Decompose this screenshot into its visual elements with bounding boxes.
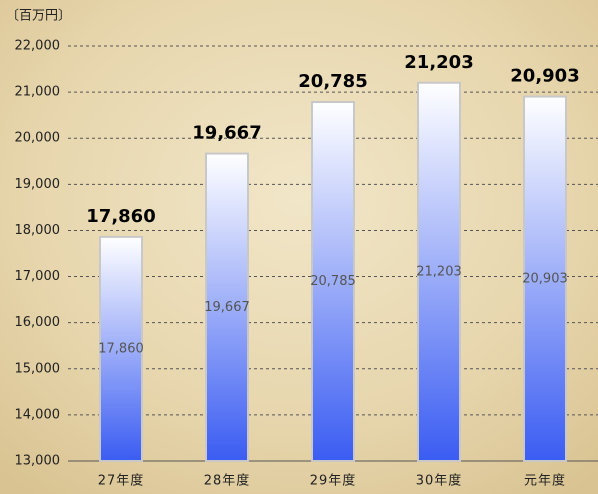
bar — [311, 101, 355, 463]
y-tick-label: 16,000 — [15, 315, 61, 330]
inner-value-label: 20,903 — [522, 271, 568, 286]
value-label: 20,785 — [298, 71, 367, 92]
y-tick-label: 17,000 — [15, 269, 61, 284]
y-tick-label: 22,000 — [15, 39, 61, 54]
bar — [417, 81, 461, 463]
y-tick-label: 13,000 — [15, 454, 61, 469]
x-tick-label: 29年度 — [310, 473, 357, 489]
y-tick-label: 14,000 — [15, 407, 61, 422]
inner-value-label: 20,785 — [310, 274, 356, 289]
value-label: 20,903 — [510, 66, 579, 87]
value-label: 21,203 — [404, 52, 473, 73]
y-tick-label: 21,000 — [15, 85, 61, 100]
inner-value-label: 17,860 — [98, 341, 144, 356]
y-tick-label: 19,000 — [15, 177, 61, 192]
x-tick-label: 27年度 — [98, 473, 145, 489]
inner-value-label: 21,203 — [416, 264, 462, 279]
y-tick-label: 20,000 — [15, 131, 61, 146]
x-tick-label: 30年度 — [416, 473, 463, 489]
inner-value-label: 19,667 — [204, 300, 250, 315]
y-tick-label: 18,000 — [15, 223, 61, 238]
x-tick-label: 元年度 — [524, 473, 566, 489]
y-tick-label: 15,000 — [15, 361, 61, 376]
value-label: 17,860 — [86, 206, 155, 227]
bar — [205, 152, 249, 463]
bar — [523, 95, 567, 462]
bar — [99, 235, 143, 462]
value-label: 19,667 — [192, 123, 261, 144]
unit-label: 〔百万円〕 — [6, 9, 71, 24]
x-tick-label: 28年度 — [204, 473, 251, 489]
